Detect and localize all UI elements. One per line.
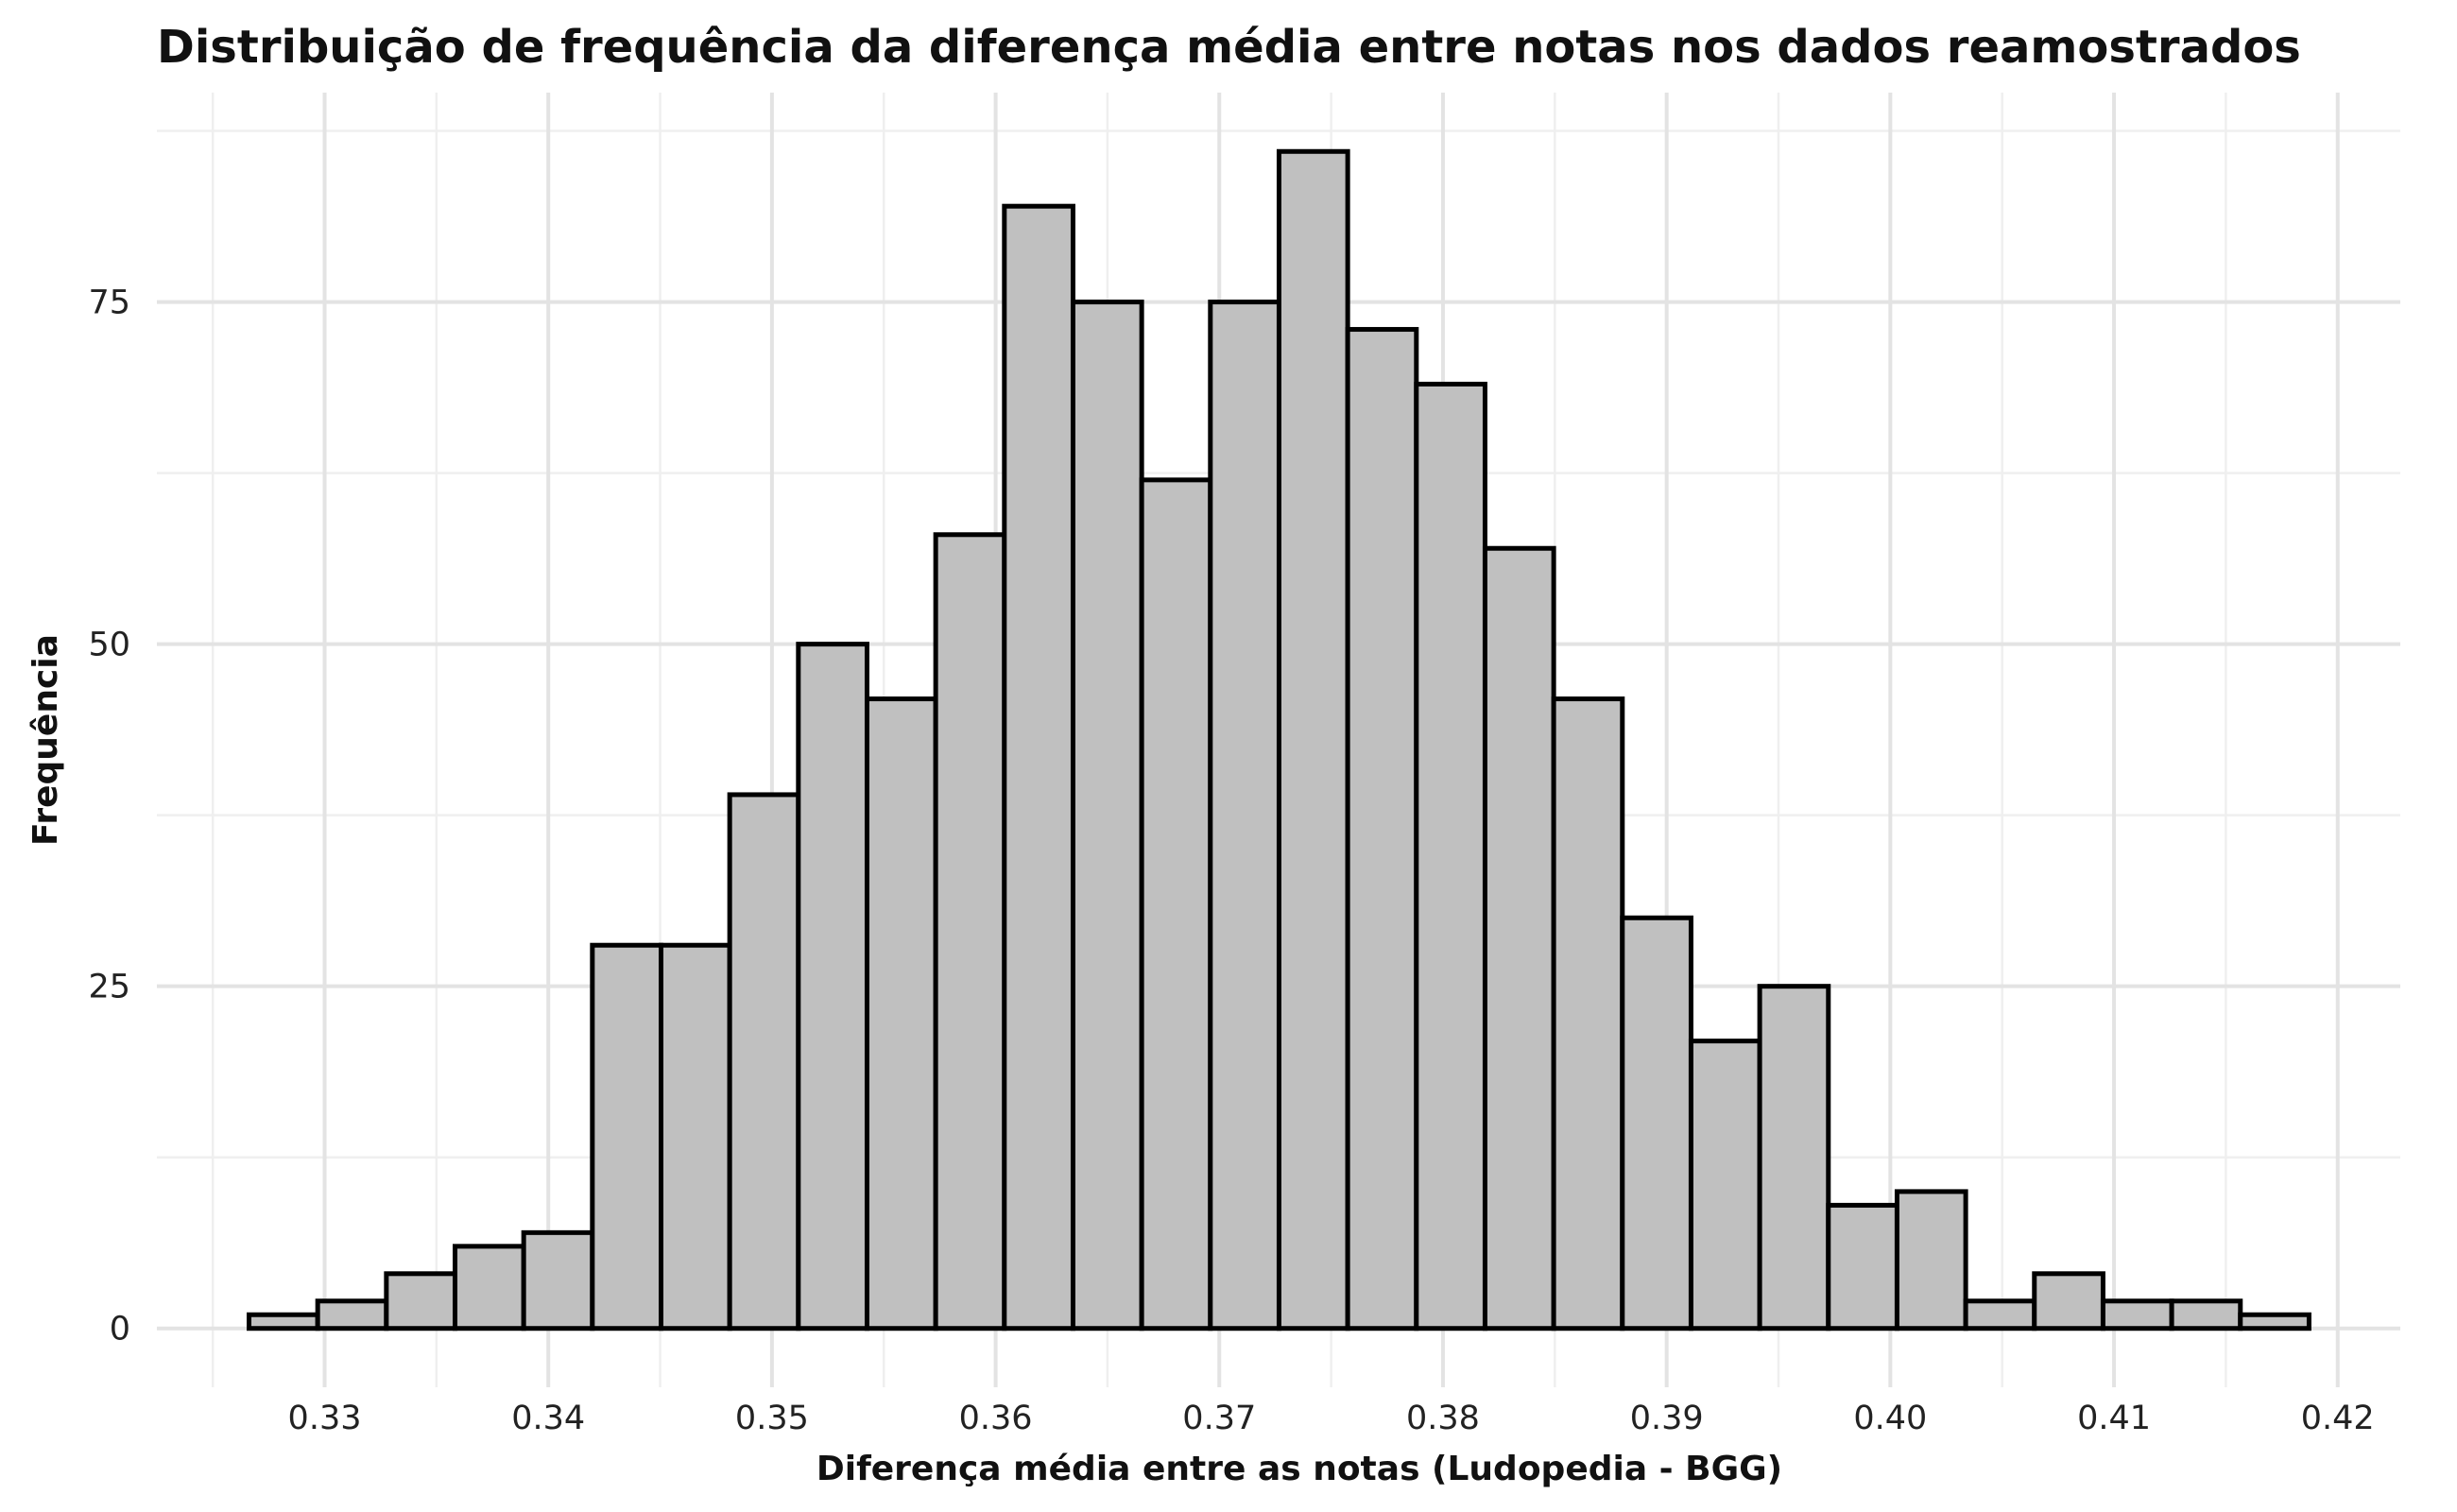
histogram-bar	[247, 1312, 320, 1332]
histogram-bar	[2100, 1298, 2174, 1332]
histogram-bar	[864, 696, 938, 1332]
histogram-bar	[590, 942, 663, 1332]
x-tick-label: 0.33	[288, 1400, 362, 1437]
y-tick-label: 25	[88, 969, 130, 1006]
y-axis-label: Frequência	[26, 634, 65, 846]
histogram-bar	[1620, 915, 1693, 1332]
histogram-bar	[1070, 300, 1144, 1332]
histogram-bar	[384, 1271, 458, 1332]
x-tick-label: 0.42	[2301, 1400, 2375, 1437]
histogram-bar	[521, 1229, 595, 1332]
x-tick-label: 0.39	[1630, 1400, 1704, 1437]
histogram-bar	[796, 642, 869, 1332]
histogram-bar	[1894, 1189, 1968, 1332]
x-tick-label: 0.34	[511, 1400, 585, 1437]
histogram-bar	[1963, 1298, 2037, 1332]
histogram-bar	[1826, 1202, 1899, 1332]
y-tick-label: 0	[110, 1311, 130, 1349]
y-tick-label: 50	[88, 627, 130, 664]
histogram-bar	[2169, 1298, 2243, 1332]
x-tick-label: 0.36	[959, 1400, 1033, 1437]
histogram-bar	[315, 1298, 389, 1332]
chart-title: Distribuição de frequência da diferença …	[157, 21, 2301, 74]
x-tick-label: 0.35	[735, 1400, 809, 1437]
x-tick-label: 0.41	[2077, 1400, 2151, 1437]
histogram-bar	[453, 1244, 526, 1332]
x-tick-label: 0.40	[1853, 1400, 1927, 1437]
histogram-bar	[1002, 203, 1075, 1332]
histogram-bar	[1276, 148, 1350, 1332]
histogram-bar	[1482, 545, 1556, 1332]
histogram-bar	[1414, 381, 1487, 1332]
x-axis-label: Diferença média entre as notas (Ludopedi…	[816, 1450, 1782, 1488]
histogram-bar	[2238, 1312, 2311, 1332]
histogram-bar	[1688, 1039, 1762, 1332]
y-tick-label: 75	[88, 284, 130, 322]
histogram-bar	[727, 792, 801, 1332]
histogram-bar	[1208, 300, 1281, 1332]
x-tick-labels: 0.33 0.34 0.35 0.36 0.37 0.38 0.39 0.40 0.41 0.42	[288, 1400, 2375, 1437]
histogram-bar	[1345, 327, 1419, 1332]
x-tick-label: 0.37	[1182, 1400, 1256, 1437]
histogram-bar	[1551, 696, 1625, 1332]
histogram-bar	[658, 942, 732, 1332]
histogram-bar	[1139, 477, 1213, 1332]
histogram-bar	[933, 532, 1007, 1332]
histogram-bar	[2032, 1271, 2105, 1332]
histogram-bar	[1757, 984, 1831, 1332]
y-tick-labels: 0 25 50 75	[88, 284, 130, 1349]
x-tick-label: 0.38	[1406, 1400, 1480, 1437]
bars	[247, 148, 2311, 1332]
